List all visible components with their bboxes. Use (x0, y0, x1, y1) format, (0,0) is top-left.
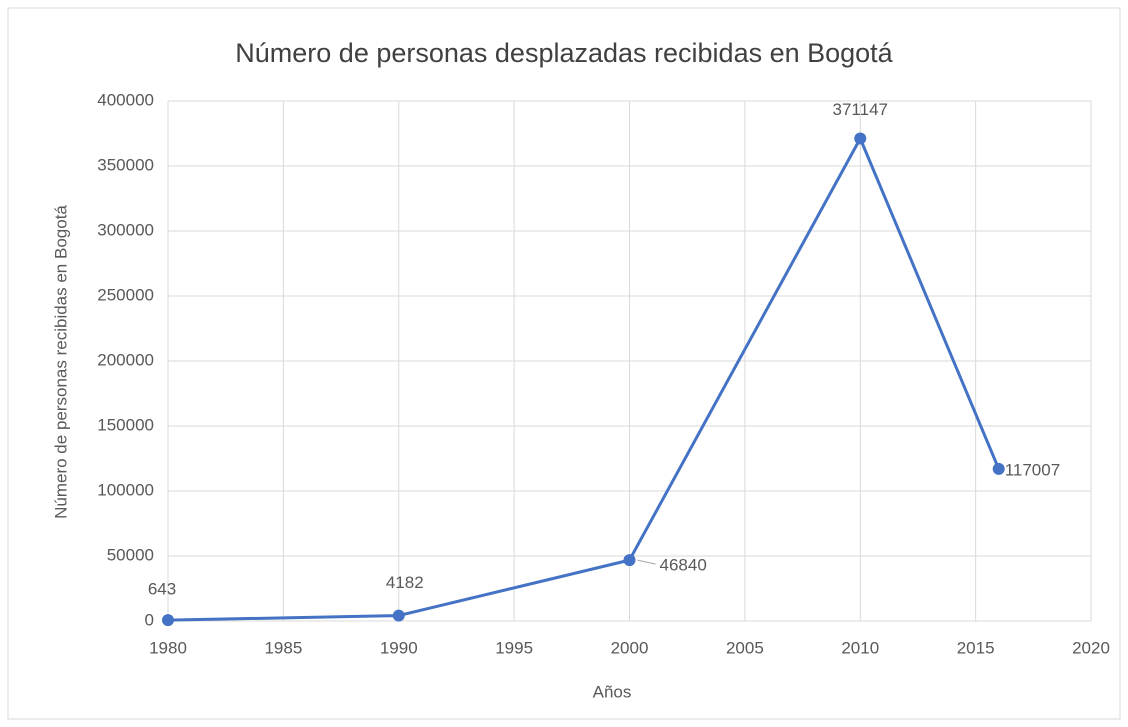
x-tick-label: 2010 (841, 638, 879, 657)
y-tick-label: 50000 (107, 545, 154, 564)
y-tick-label: 150000 (97, 415, 154, 434)
chart-title: Número de personas desplazadas recibidas… (235, 38, 893, 68)
x-tick-label: 2005 (726, 638, 764, 657)
data-label: 643 (148, 580, 176, 599)
data-point (623, 554, 636, 567)
data-point (992, 462, 1005, 475)
y-tick-label: 300000 (97, 220, 154, 239)
x-axis-label: Años (593, 682, 632, 701)
data-point (854, 132, 867, 145)
data-label: 4182 (386, 573, 424, 592)
y-tick-label: 350000 (97, 155, 154, 174)
leader-line (637, 559, 656, 565)
y-tick-label: 200000 (97, 350, 154, 369)
x-tick-label: 2015 (957, 638, 995, 657)
data-point (162, 614, 174, 627)
x-tick-label: 2020 (1072, 638, 1110, 657)
data-label: 371147 (833, 100, 888, 119)
y-tick-label: 0 (145, 610, 154, 629)
x-tick-label: 2000 (611, 638, 649, 657)
x-tick-label: 1990 (380, 638, 418, 657)
y-tick-label: 400000 (97, 90, 154, 109)
y-tick-label: 100000 (97, 480, 154, 499)
data-point (392, 609, 405, 622)
x-tick-label: 1995 (495, 638, 533, 657)
data-label: 117007 (1005, 460, 1060, 479)
y-axis-label: Número de personas recibidas en Bogotá (51, 205, 70, 519)
x-tick-label: 1980 (149, 638, 187, 657)
y-tick-label: 250000 (97, 285, 154, 304)
chart-border (7, 7, 1121, 720)
data-label: 46840 (660, 556, 707, 575)
x-tick-label: 1985 (264, 638, 302, 657)
